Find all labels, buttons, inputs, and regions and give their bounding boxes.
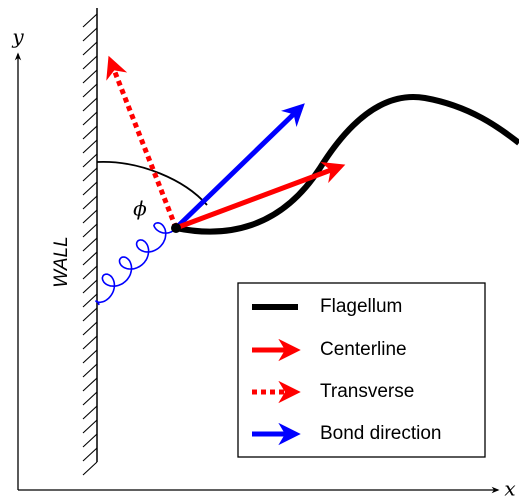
legend-label: Bond direction xyxy=(320,423,441,444)
hatch-line xyxy=(83,336,97,349)
hatch-line xyxy=(83,28,97,41)
hatch-line xyxy=(83,406,97,419)
hatch-line xyxy=(83,14,97,27)
hatch-line xyxy=(83,434,97,447)
x-axis-label: x xyxy=(504,477,515,501)
hatch-line xyxy=(83,210,97,223)
diagram: y x WALL ϕ Flagellum Centerline Transver… xyxy=(0,0,519,502)
y-axis-label: y xyxy=(11,25,24,49)
hatch-line xyxy=(83,364,97,377)
hatch-line xyxy=(83,196,97,209)
hatch-line xyxy=(83,252,97,265)
hatch-line xyxy=(83,126,97,139)
hatch-line xyxy=(83,154,97,167)
hatch-line xyxy=(83,420,97,433)
hatch-line xyxy=(83,322,97,335)
wall-hatching xyxy=(83,14,97,475)
hatch-line xyxy=(83,350,97,363)
angle-label: ϕ xyxy=(133,197,147,221)
hatch-line xyxy=(83,378,97,391)
hatch-line xyxy=(83,98,97,111)
hatch-line xyxy=(83,140,97,153)
hatch-line xyxy=(83,266,97,279)
hatch-line xyxy=(83,238,97,251)
legend-label: Flagellum xyxy=(320,296,402,317)
legend-label: Transverse xyxy=(320,381,414,402)
hatch-line xyxy=(83,280,97,293)
hatch-line xyxy=(83,42,97,55)
hatch-line xyxy=(83,224,97,237)
hatch-line xyxy=(83,448,97,461)
wall-label: WALL xyxy=(51,236,72,287)
hatch-line xyxy=(83,84,97,97)
hatch-line xyxy=(83,112,97,125)
hatch-line xyxy=(83,182,97,195)
hatch-line xyxy=(83,308,97,321)
spring xyxy=(96,223,176,305)
base-point xyxy=(171,223,181,233)
hatch-line xyxy=(83,392,97,405)
hatch-line xyxy=(83,168,97,181)
hatch-line xyxy=(83,70,97,83)
hatch-line xyxy=(83,56,97,69)
legend-label: Centerline xyxy=(320,339,407,360)
hatch-line xyxy=(83,294,97,307)
hatch-line xyxy=(83,462,97,475)
